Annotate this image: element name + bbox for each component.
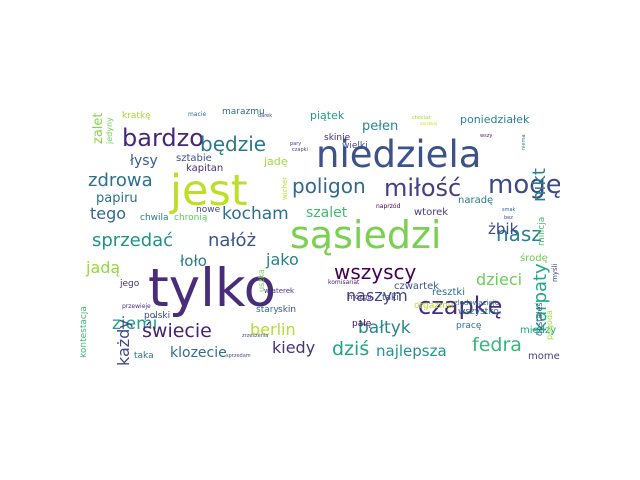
word-wtorek: wtorek [414,207,449,218]
word-pogoda: pogoda [545,310,554,340]
word-marazmu: marazmu [222,107,265,117]
word-jako: jako [266,250,299,269]
word-wielki: wielki [342,141,368,151]
word-nikt: nikt [529,168,550,202]
word-lysy: łysy [130,153,158,169]
word-wiaterek: wiaterek [264,287,295,295]
word-czapke: czapkę [418,292,503,320]
word-niema: niema [521,134,527,150]
word-jade: jadę [264,155,288,168]
word-jest: jest [170,166,248,216]
word-kazdy: każdy [114,319,133,366]
word-chwila: chwila [140,213,169,223]
word-srode: środę [520,253,548,264]
word-jada: jadą [86,258,121,277]
word-jego: jego [120,279,140,289]
word-naszym: naszym [346,286,408,305]
word-kocham: kocham [222,204,289,224]
word-kiedy: kiedy [272,338,316,357]
word-najlepsza: najlepsza [376,342,447,360]
word-bedzie: będzie [200,132,267,156]
word-naprzod: naprzód [376,203,401,210]
word-pale: pałę [352,319,372,329]
word-kratke: kratkę [122,111,151,121]
word-taka: taka [134,351,154,361]
word-cloud: tylko jest niedziela sąsiedzi czapkę bar… [80,104,560,368]
word-ziemi: ziemi [112,314,158,334]
word-klozecie: klozecie [170,345,227,361]
word-dostales: dostałeś [535,302,544,336]
word-sasiedzi: sąsiedzi [290,213,442,257]
word-zaczekaj: zaczekaj [420,121,438,126]
word-skin: skin [278,305,297,315]
word-moge: mogę [488,170,560,200]
word-fedra: fedra [472,334,522,356]
word-darek: darek [258,113,273,119]
word-miedzy: między [520,325,557,336]
word-dzieci: dzieci [476,270,523,289]
word-prace: pracę [456,321,482,331]
word-czwartek: czwartek [394,281,440,292]
word-zlodowacieje: zlodowacieje [454,299,499,307]
word-zbik: żbik [488,220,519,238]
word-skinie: skinie [324,133,351,143]
word-berlin: berlin [250,320,296,339]
word-zdrowa: zdrowa [88,170,153,191]
word-mozgu: mózgu [348,293,372,301]
word-naloz: nałóż [208,230,257,251]
word-przewieje: przewieje [122,303,151,310]
word-komisariat: komisariat [328,279,360,286]
word-tego: tego [90,204,127,223]
word-poligon: poligon [292,174,366,198]
word-orgazmu: orgazmu [414,301,454,311]
word-pelen: pełen [362,119,399,134]
word-lolo: łoło [180,252,207,270]
word-swiecie: świecie [142,320,212,342]
word-polski: polski [144,311,171,321]
word-narade: naradę [458,195,494,206]
word-smak: smak [502,207,516,213]
word-milicja: milicja [537,216,547,246]
word-zalet: zalet [91,112,106,145]
word-bez: bez [504,215,513,221]
word-chronia: chronią [174,213,208,223]
word-sztabie: sztabie [176,153,212,164]
word-szalet: szalet [306,205,348,221]
word-kontestacja: kontestacja [80,306,89,358]
word-papiru: papiru [96,191,138,206]
word-wszystko: wszystko [458,307,499,317]
word-macie: macie [188,111,207,118]
word-wszy: wszy [480,133,493,139]
word-sprzedac: sprzedać [92,230,174,251]
word-dzis: dziś [332,338,370,360]
word-czapki: czapki [292,147,308,153]
word-nasz: nasz [496,222,542,246]
word-taki: taki [382,293,399,303]
word-pary: pary [290,141,302,147]
word-milosc: miłość [384,174,462,202]
word-poniedzialek: poniedziałek [460,113,530,126]
word-wicher: wicher [281,176,289,200]
word-sprzedam: sprzedam [226,353,251,359]
word-stary: stary [256,305,279,315]
word-niedziela: niedziela [316,133,482,176]
word-chociaz: chociaż [412,115,431,121]
word-zrzeszenia: zrzeszenia [242,333,269,339]
word-mysli: myśli [551,263,559,283]
word-wszyscy: wszyscy [334,260,417,284]
word-kapitan: kapitan [186,163,224,174]
word-bardzo: bardzo [122,124,204,152]
word-piatek: piątek [310,109,345,122]
word-resztki: resztki [432,287,465,298]
word-moment: moment [528,351,560,362]
word-jedyny: jedyny [105,117,114,144]
word-baltyk: bałtyk [358,318,411,338]
word-tylko: tylko [148,258,277,319]
word-nowe: nowe [196,205,221,215]
